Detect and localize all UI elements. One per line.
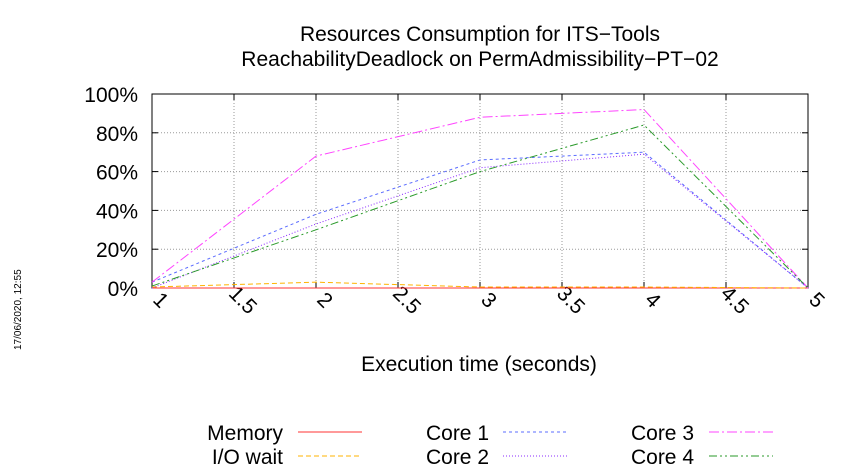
x-tick-label: 2.5 (388, 282, 425, 319)
x-axis-label: Execution time (seconds) (361, 353, 597, 376)
chart-title: Resources Consumption for ITS−Tools (300, 23, 660, 46)
series-line-core-3 (151, 109, 809, 289)
legend-label: Memory (207, 422, 283, 445)
series-line-core-2 (151, 153, 809, 289)
legend-label: Core 2 (426, 446, 489, 469)
y-tick-label: 80% (96, 123, 138, 146)
y-tick-label: 0% (108, 278, 138, 301)
series-lines (151, 109, 809, 289)
x-tick-label: 1 (148, 288, 173, 313)
x-tick-label: 5 (804, 288, 829, 313)
grid (152, 94, 808, 288)
y-tick-label: 20% (96, 239, 138, 262)
legend-label: Core 1 (426, 422, 489, 445)
x-tick-label: 3 (476, 288, 501, 313)
x-tick-label: 1.5 (224, 282, 261, 319)
y-tick-label: 100% (84, 84, 138, 107)
timestamp: 17/06/2020, 12:55 (13, 269, 24, 350)
series-line-i-o-wait (151, 281, 809, 289)
series-line-core-4 (151, 124, 809, 289)
x-tick-label: 2 (312, 288, 337, 313)
legend-label: Core 3 (631, 422, 694, 445)
legend-label: Core 4 (631, 446, 694, 469)
y-tick-label: 40% (96, 200, 138, 223)
chart-subtitle: ReachabilityDeadlock on PermAdmissibilit… (241, 48, 718, 71)
tick-labels: 1 1.5 2 2.5 3 3.5 4 4.5 50%20%40%60%80%100% (84, 84, 829, 319)
y-tick-label: 60% (96, 162, 138, 185)
legend-label: I/O wait (212, 446, 283, 469)
series-line-core-1 (151, 151, 809, 289)
x-tick-label: 4 (640, 288, 665, 313)
